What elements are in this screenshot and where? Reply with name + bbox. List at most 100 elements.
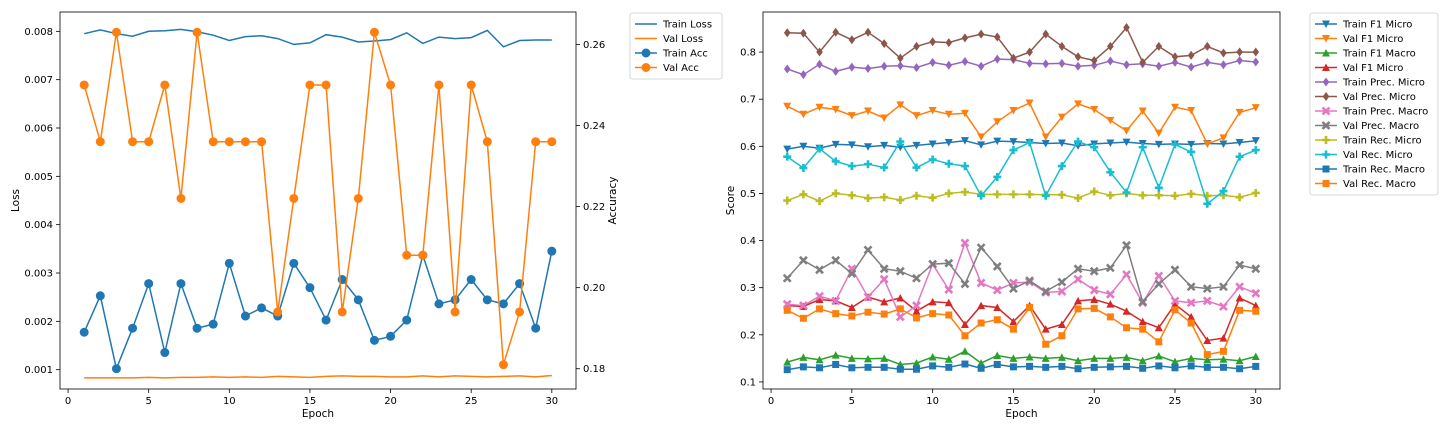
data-point-val-f1-micro [1170, 300, 1179, 308]
data-point-train-f1-micro [928, 140, 937, 148]
data-point-val-prec-macro [815, 265, 824, 275]
y-tick-label: 0.007 [24, 75, 53, 86]
data-point-train-prec-micro [1107, 56, 1114, 66]
data-point-val-rec-macro [1171, 306, 1179, 314]
data-point-train-acc [128, 323, 138, 333]
y-tick-label: 0.006 [24, 124, 53, 135]
data-point-train-rec-macro [864, 363, 872, 371]
data-point-train-acc [353, 295, 363, 305]
data-point-val-f1-micro [912, 307, 921, 315]
data-point-train-prec-micro [1252, 57, 1260, 67]
data-point-val-prec-micro [1123, 23, 1130, 33]
series-line-val-prec-micro [787, 26, 1256, 64]
data-point-train-acc [305, 283, 315, 293]
x-tick-label: 30 [1249, 396, 1262, 407]
data-point-val-f1-micro [1090, 295, 1099, 303]
data-point-val-f1-micro [1187, 312, 1196, 321]
data-point-train-prec-macro [1057, 287, 1067, 296]
legend-marker-val-rec-micro [1322, 150, 1330, 159]
data-point-val-prec-micro [832, 27, 840, 37]
data-point-val-f1-micro [1251, 104, 1260, 112]
data-point-train-rec-micro [783, 196, 792, 205]
data-point-train-f1-micro [1122, 138, 1131, 147]
data-point-val-f1-micro [1057, 113, 1066, 122]
data-point-train-prec-micro [961, 56, 969, 66]
x-tick-label: 0 [65, 396, 71, 407]
data-point-val-acc [111, 27, 121, 37]
series-line-train-f1-micro [787, 139, 1256, 150]
data-point-train-acc [144, 279, 154, 289]
data-point-val-acc [386, 80, 396, 90]
data-point-train-rec-macro [1236, 365, 1244, 373]
data-point-val-prec-micro [1171, 52, 1179, 62]
data-point-val-f1-micro [1074, 100, 1083, 108]
data-point-train-f1-macro [993, 351, 1002, 360]
data-point-val-f1-micro [977, 133, 986, 141]
data-point-train-prec-macro [976, 278, 986, 288]
data-point-val-prec-macro [1073, 264, 1083, 274]
data-point-val-prec-macro [895, 266, 905, 276]
legend-marker-train-rec-macro [1322, 165, 1330, 173]
legend-marker-val-prec-micro [1322, 92, 1330, 101]
x-tick-label: 25 [1169, 396, 1182, 407]
data-point-train-rec-micro [993, 190, 1002, 199]
data-point-train-rec-macro [1171, 364, 1179, 372]
data-point-train-rec-macro [1155, 362, 1163, 370]
data-point-val-rec-micro [1057, 162, 1066, 171]
data-point-train-rec-micro [960, 188, 969, 197]
data-point-train-rec-macro [1252, 362, 1260, 370]
data-point-train-rec-macro [1187, 362, 1195, 370]
data-point-val-rec-micro [977, 191, 986, 200]
data-point-train-f1-macro [1090, 354, 1099, 362]
legend-frame [629, 12, 723, 80]
legend-label-val-loss: Val Loss [663, 34, 703, 45]
data-point-val-rec-micro [1154, 183, 1163, 192]
data-point-val-prec-macro [1154, 279, 1164, 289]
data-point-train-acc [531, 323, 541, 333]
data-point-val-f1-micro [1251, 301, 1260, 310]
data-point-val-f1-micro [944, 110, 953, 119]
data-point-val-rec-micro [1074, 137, 1083, 146]
legend-label-val-f1-micro: Val F1 Micro [1343, 63, 1403, 74]
data-point-train-prec-micro [1026, 58, 1033, 68]
data-point-val-rec-macro [783, 306, 791, 314]
data-point-val-f1-micro [977, 301, 986, 310]
data-point-val-acc [434, 80, 444, 90]
data-point-train-acc [95, 291, 105, 301]
legend-label-train-f1-macro: Train F1 Macro [1342, 49, 1416, 60]
data-point-val-f1-micro [1009, 106, 1018, 115]
data-point-train-f1-micro [783, 145, 792, 154]
data-point-train-prec-macro [1251, 288, 1261, 298]
legend-marker-train-acc [641, 48, 651, 58]
data-point-train-rec-macro [880, 363, 888, 371]
data-point-train-f1-micro [1219, 140, 1228, 148]
data-point-train-rec-macro [1106, 363, 1114, 371]
data-point-val-acc [498, 360, 508, 370]
series-train-prec-micro [783, 54, 1260, 80]
data-point-val-prec-micro [1058, 41, 1066, 51]
series-line-train-loss [84, 28, 552, 48]
data-point-train-prec-micro [864, 64, 872, 74]
y-tick-label: 0.6 [740, 142, 756, 153]
data-point-train-f1-macro [783, 358, 792, 366]
data-point-val-rec-macro [1042, 340, 1050, 348]
data-point-train-rec-macro [799, 363, 807, 371]
legend-label-train-rec-macro: Train Rec. Macro [1342, 165, 1425, 176]
data-point-train-acc [79, 327, 89, 337]
data-point-train-acc [547, 246, 557, 256]
data-point-train-f1-macro [960, 347, 969, 355]
data-point-val-f1-micro [1235, 108, 1244, 117]
data-point-val-rec-macro [1026, 303, 1034, 311]
data-point-val-prec-macro [1251, 264, 1261, 274]
data-point-val-f1-micro [1106, 300, 1115, 308]
data-point-train-prec-macro [1170, 296, 1180, 306]
legend-marker-train-prec-micro [1322, 77, 1330, 87]
series-line-val-f1-micro [786, 102, 1257, 145]
data-point-val-acc [176, 193, 186, 203]
data-point-val-rec-macro [945, 311, 953, 319]
data-point-val-rec-macro [1123, 324, 1131, 332]
data-point-val-f1-micro [1074, 296, 1083, 305]
x-tick-label: 10 [223, 396, 236, 407]
y-tick-label: 0.5 [740, 189, 756, 200]
data-point-train-rec-micro [1170, 191, 1179, 200]
